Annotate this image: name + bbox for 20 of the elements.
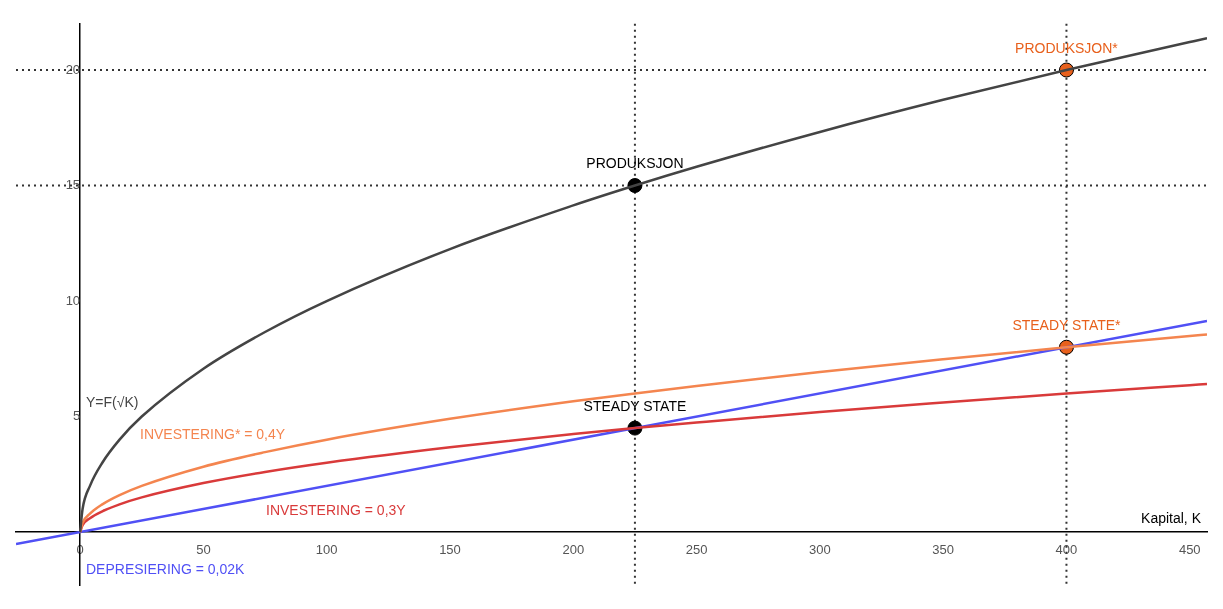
x-tick-label: 400 (1055, 542, 1078, 558)
annotation: STEADY STATE (583, 397, 687, 414)
x-tick-label: 100 (315, 542, 338, 558)
annotation: PRODUKSJON (586, 155, 684, 172)
x-tick-label: 450 (1178, 542, 1201, 558)
series-label: Y=F(√K) (86, 393, 139, 410)
x-tick-label: 350 (932, 542, 955, 558)
x-tick-label: 200 (562, 542, 585, 558)
x-tick-label: 250 (685, 542, 708, 558)
text: INVESTERING = 0,3Y (266, 501, 407, 518)
annotation: PRODUKSJON* (1015, 39, 1119, 56)
x-tick-label: 50 (196, 542, 211, 558)
series-label: INVESTERING* = 0,4Y (140, 425, 286, 442)
line-series (78, 333, 1207, 534)
x-tick-label: 300 (809, 542, 831, 558)
text: DEPRESIERING = 0,02K (86, 560, 245, 577)
x-axis-title: Kapital, K (1141, 509, 1202, 526)
annotation: STEADY STATE* (1012, 317, 1122, 334)
line-series (78, 36, 1207, 534)
x-tick-label: 150 (439, 542, 461, 558)
